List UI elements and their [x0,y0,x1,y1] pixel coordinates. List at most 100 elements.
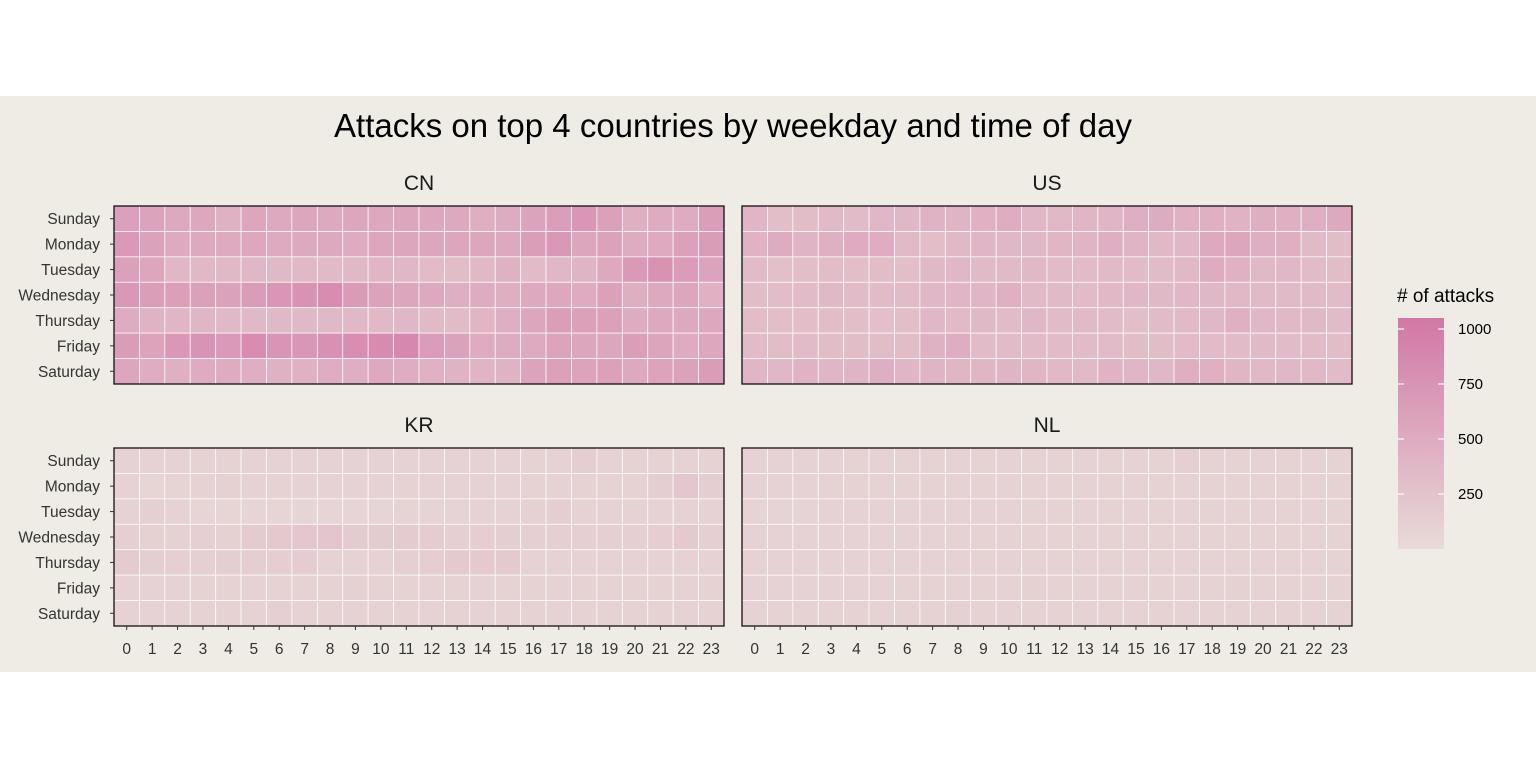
heatmap-tile [316,231,344,258]
heatmap-tile [741,231,768,258]
heatmap-tile [647,498,674,525]
panel-title-us: US [1032,172,1061,195]
heatmap-tile [545,549,572,576]
heatmap-tile [266,205,293,232]
heatmap-tile [1326,600,1353,627]
heatmap-tile [1224,549,1251,576]
heatmap-tile [291,523,318,551]
heatmap-tile [139,231,166,258]
heatmap-tile [164,332,191,359]
heatmap-tile [1072,549,1099,576]
chart-title: Attacks on top 4 countries by weekday an… [334,107,1132,144]
heatmap-tile [817,307,845,334]
heatmap-tile [1148,523,1175,551]
x-tick-label: 18 [576,641,593,658]
heatmap-tile [469,549,496,576]
x-tick-label: 6 [903,641,912,658]
heatmap-tile [1173,256,1200,283]
heatmap-tile [767,256,794,283]
panel-title-kr: KR [404,414,433,437]
heatmap-tile [1326,256,1353,283]
heatmap-tile [944,447,972,474]
heatmap-tile [672,498,699,525]
heatmap-tile [970,231,997,258]
heatmap-tile [647,307,674,334]
heatmap-tile [843,498,870,525]
heatmap-tile [494,358,522,385]
legend-colorbar [1398,318,1444,549]
heatmap-tile [596,498,623,525]
heatmap-tile [817,205,845,232]
heatmap-tile [469,600,496,627]
heatmap-tile [621,358,649,385]
heatmap-tile [291,307,318,334]
heatmap-tile [1275,574,1302,601]
heatmap-tile [817,256,845,283]
heatmap-tile [1300,358,1327,385]
heatmap-tile [494,473,522,500]
heatmap-tile [1148,205,1175,232]
legend-ticks: 250 500 750 1000 [1398,321,1491,503]
heatmap-tile [266,256,293,283]
heatmap-tile [1199,600,1226,627]
heatmap-tile [189,498,217,525]
heatmap-tile [189,205,217,232]
x-tick-label: 11 [398,641,414,658]
heatmap-tile [1148,600,1175,627]
heatmap-tile [418,498,445,525]
heatmap-tile [571,358,598,385]
heatmap-tile [944,281,972,309]
heatmap-tile [1300,523,1327,551]
heatmap-tile [767,473,794,500]
x-tick-label: 0 [750,641,759,658]
heatmap-tile [393,231,420,258]
heatmap-tile [1046,307,1073,334]
heatmap-tile [1300,205,1327,232]
heatmap-tile [1326,498,1353,525]
heatmap-tile [919,447,946,474]
heatmap-tile [1021,498,1048,525]
heatmap-tile [139,358,166,385]
heatmap-tile [698,205,725,232]
heatmap-tile [418,447,445,474]
heatmap-tile [113,523,140,551]
heatmap-tile [868,358,895,385]
heatmap-tile [1173,600,1200,627]
x-tick-label: 0 [122,641,131,658]
heatmap-tile [995,574,1022,601]
heatmap-tile [672,574,699,601]
heatmap-tile [215,523,242,551]
heatmap-tile [444,523,471,551]
heatmap-tile [1199,447,1226,474]
heatmap-tile [291,447,318,474]
heatmap-tile [367,549,394,576]
heatmap-tile [1275,447,1302,474]
heatmap-tile [444,332,471,359]
heatmap-tile [571,447,598,474]
heatmap-tile [494,574,522,601]
heatmap-tile [919,231,946,258]
heatmap-tile [1249,447,1277,474]
heatmap-tile [672,600,699,627]
heatmap-tile [1300,600,1327,627]
heatmap-tile [792,498,819,525]
heatmap-tile [1199,574,1226,601]
heatmap-tile [919,358,946,385]
heatmap-tile [741,498,768,525]
heatmap-tile [843,447,870,474]
heatmap-tile [1173,307,1200,334]
heatmap-tile [817,358,845,385]
heatmap-tile [1097,231,1124,258]
heatmap-tile [291,205,318,232]
heatmap-tile [1072,523,1099,551]
y-tick-label: Tuesday [41,504,100,521]
heatmap-tile [621,523,649,551]
heatmap-tile [621,600,649,627]
heatmap-tile [647,281,674,309]
heatmap-tile [444,549,471,576]
heatmap-tile [240,256,267,283]
heatmap-tile [944,523,972,551]
heatmap-tile [647,473,674,500]
heatmap-tile [1224,231,1251,258]
heatmap-tile [1148,549,1175,576]
